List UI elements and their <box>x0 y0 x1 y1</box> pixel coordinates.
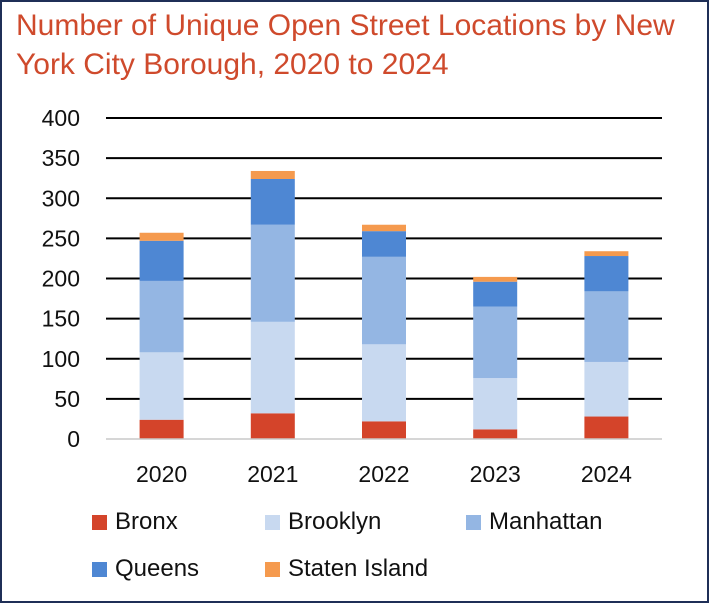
legend-label: Queens <box>115 555 200 582</box>
y-tick-label: 250 <box>42 225 80 251</box>
bar-segment-queens <box>362 231 406 257</box>
y-tick-label: 0 <box>67 426 80 452</box>
bar-segment-manhattan <box>473 306 518 379</box>
x-tick-label: 2021 <box>247 461 298 487</box>
bar-segment-manhattan <box>362 256 406 345</box>
bar-segment-staten-island <box>362 224 406 232</box>
y-tick-label: 100 <box>42 346 80 372</box>
bar-segment-manhattan <box>584 291 629 362</box>
bar-segment-queens <box>473 281 518 307</box>
bar-segment-staten-island <box>139 232 184 241</box>
bar-segment-manhattan <box>250 224 295 322</box>
legend-swatch <box>265 514 280 530</box>
bar-segment-brooklyn <box>584 361 629 417</box>
bar-segment-manhattan <box>139 280 184 353</box>
bar-segment-staten-island <box>584 251 629 257</box>
bar-segment-brooklyn <box>250 321 295 414</box>
y-tick-label: 300 <box>42 185 80 211</box>
stacked-bar-chart: 0 50 100 150 200 250 300 350 400 2020 2021 2022 2023… <box>42 105 662 487</box>
legend-item: Manhattan <box>466 507 656 537</box>
legend-swatch <box>92 514 107 530</box>
legend-swatch <box>265 561 280 577</box>
legend-label: Brooklyn <box>288 508 382 535</box>
y-tick-label: 200 <box>42 266 80 292</box>
x-tick-label: 2022 <box>358 461 409 487</box>
legend-label: Staten Island <box>288 555 429 582</box>
bar-segment-bronx <box>584 416 629 439</box>
y-tick-label: 400 <box>42 105 80 131</box>
legend-item: Brooklyn <box>265 507 466 537</box>
bar-segment-staten-island <box>250 170 295 179</box>
legend-item: Staten Island <box>265 554 465 584</box>
bar-segment-bronx <box>139 419 184 439</box>
legend-item: Bronx <box>92 507 265 537</box>
y-tick-label: 350 <box>42 145 80 171</box>
bar-segment-brooklyn <box>139 352 184 420</box>
bar-segment-brooklyn <box>473 378 518 430</box>
bar-segment-bronx <box>473 429 518 439</box>
legend-label: Manhattan <box>489 508 603 535</box>
x-tick-label: 2020 <box>136 461 187 487</box>
y-tick-label: 50 <box>54 386 80 412</box>
bar-segment-staten-island <box>473 276 518 282</box>
legend-label: Bronx <box>115 508 178 535</box>
bar-segment-brooklyn <box>362 344 406 422</box>
legend-item: Queens <box>92 554 265 584</box>
bar-segment-bronx <box>362 421 406 439</box>
bar-segment-bronx <box>250 413 295 439</box>
x-tick-label: 2023 <box>470 461 521 487</box>
legend-swatch <box>92 561 107 577</box>
chart-title: Number of Unique Open Street Locations b… <box>16 9 675 81</box>
bar-segment-queens <box>139 240 184 281</box>
bar-segment-queens <box>250 178 295 225</box>
x-tick-label: 2024 <box>581 461 632 487</box>
chart-legend: Bronx Brooklyn Manhattan Queens Staten Islan… <box>92 507 672 584</box>
legend-swatch <box>466 514 481 530</box>
bar-segment-queens <box>584 256 629 292</box>
y-tick-label: 150 <box>42 306 80 332</box>
